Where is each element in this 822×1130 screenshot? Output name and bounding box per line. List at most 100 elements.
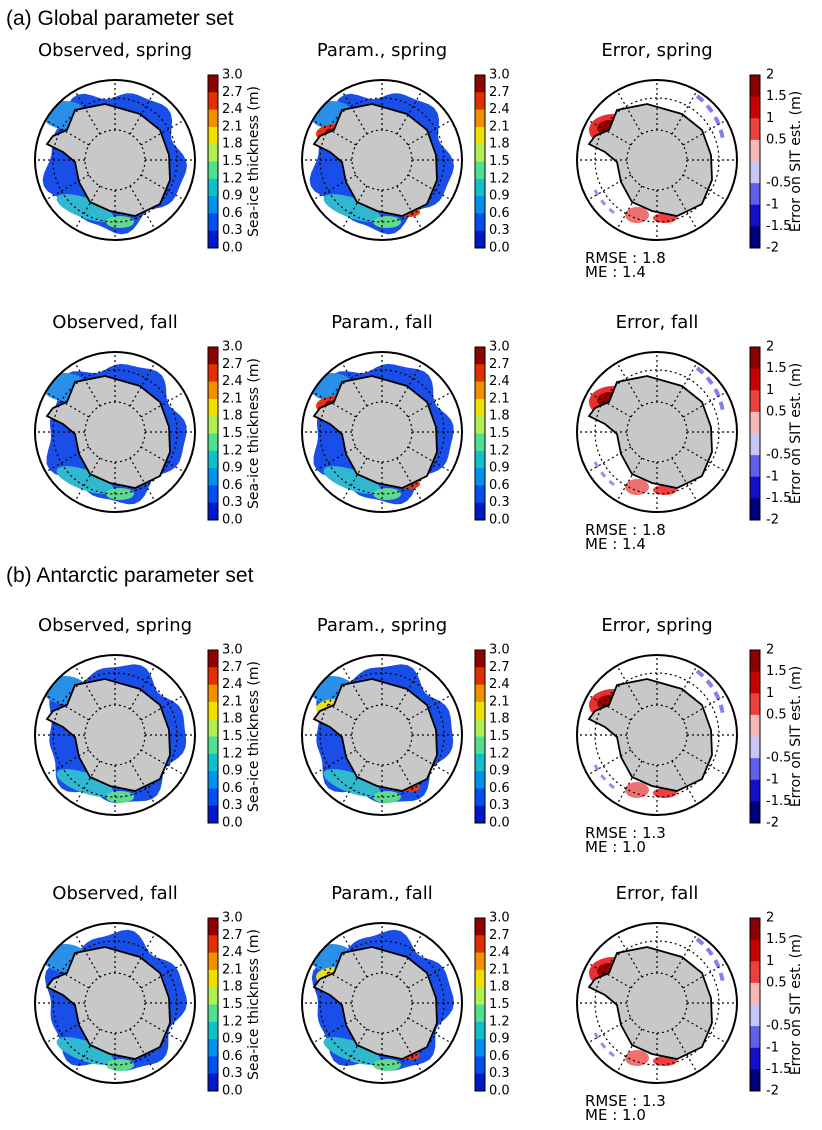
- colorbar-tick-label: 2.7: [222, 928, 243, 943]
- colorbar-segment: [750, 226, 760, 249]
- longitude-line: [45, 962, 90, 989]
- colorbar-segment: [475, 684, 485, 703]
- colorbar-tick-label: 1.2: [222, 746, 243, 761]
- colorbar-segment: [208, 918, 218, 936]
- longitude-line: [671, 90, 698, 135]
- colorbar-tick-label: 0.3: [489, 223, 510, 238]
- longitude-line: [312, 119, 357, 146]
- colorbar-tick-label: 0.9: [222, 189, 243, 204]
- colorbar-segment: [475, 161, 485, 180]
- continent: [45, 103, 171, 217]
- colorbar-tick-label: 2.7: [489, 660, 510, 675]
- longitude-line: [407, 391, 452, 418]
- longitude-line: [616, 665, 643, 710]
- longitude-line: [407, 694, 452, 721]
- continent: [312, 946, 438, 1060]
- colorbar-tick-label: 0.9: [489, 189, 510, 204]
- colorbar-tick-label: 1.2: [489, 171, 510, 186]
- longitude-line: [587, 749, 632, 776]
- polar-map: [301, 351, 463, 513]
- continent: [312, 678, 438, 792]
- colorbar-tick-label: -0.5: [766, 1019, 791, 1034]
- polar-map: [576, 79, 738, 241]
- colorbar-tick-label: 2: [766, 340, 774, 355]
- longitude-line: [129, 1028, 156, 1073]
- longitude-line: [45, 119, 90, 146]
- colorbar-tick-label: 2: [766, 911, 774, 926]
- colorbar-segment: [750, 671, 760, 694]
- panel-title: Error, fall: [616, 883, 699, 904]
- map-content: [42, 93, 187, 235]
- colorbar-tick-label: 3.0: [222, 643, 243, 658]
- colorbar-segment: [475, 918, 485, 936]
- map-frame: [34, 351, 196, 513]
- colorbar-segment: [475, 969, 485, 988]
- panel-title: Param., fall: [331, 312, 433, 333]
- colorbar-tick-label: 0.3: [222, 1066, 243, 1081]
- colorbar-tick-label: 2.4: [222, 102, 243, 117]
- colorbar-segment: [208, 719, 218, 737]
- colorbar-tick-label: 0.5: [766, 975, 787, 990]
- continent: [587, 375, 713, 489]
- colorbar-tick-label: 1: [766, 111, 774, 126]
- longitude-line: [682, 391, 727, 418]
- colorbar-tick-label: 1.8: [222, 712, 243, 727]
- colorbar-tick-label: 0.5: [766, 404, 787, 419]
- longitude-line: [74, 665, 101, 710]
- longitude-line: [682, 174, 727, 201]
- longitude-line: [616, 457, 643, 502]
- colorbar-segment: [750, 1047, 760, 1070]
- longitude-line: [616, 1028, 643, 1073]
- longitude-line: [129, 760, 156, 805]
- colorbar: 2 1.5 1 0.5 -0.5 -1 -1.5 -2 Error on SIT est. (m…: [749, 911, 804, 1099]
- colorbar-tick-label: 2.1: [489, 119, 510, 134]
- error-patch: [625, 479, 649, 495]
- longitude-line: [140, 749, 185, 776]
- longitude-line: [671, 362, 698, 407]
- colorbar-segment: [475, 753, 485, 772]
- colorbar-tick-label: 1.5: [222, 154, 243, 169]
- colorbar-tick-label: 0.5: [766, 132, 787, 147]
- continent: [587, 946, 713, 1060]
- colorbar-tick-label: 0.0: [222, 816, 243, 831]
- longitude-line: [129, 457, 156, 502]
- polar-map: [34, 351, 196, 513]
- colorbar-segment: [750, 982, 760, 1005]
- colorbar-tick-label: 2.7: [489, 357, 510, 372]
- longitude-line: [587, 1017, 632, 1044]
- colorbar-tick-label: 1.5: [766, 89, 787, 104]
- colorbar-tick-label: 0.6: [222, 478, 243, 493]
- colorbar-segment: [750, 650, 760, 673]
- colorbar-tick-label: 2.4: [489, 102, 510, 117]
- colorbar-tick-label: 0.0: [222, 241, 243, 256]
- error-patch: [593, 764, 618, 792]
- longitude-line: [140, 446, 185, 473]
- colorbar-segment: [208, 213, 218, 232]
- colorbar-label: Error on SIT est. (m): [788, 934, 804, 1075]
- colorbar-tick-label: 0.6: [222, 206, 243, 221]
- longitude-line: [587, 446, 632, 473]
- error-patch: [593, 1032, 618, 1060]
- colorbar-tick-label: 3.0: [489, 911, 510, 926]
- colorbar-segment: [208, 126, 218, 145]
- continent: [587, 103, 713, 217]
- colorbar: 3.0 2.7 2.4 2.1 1.8 1.5 1.2 0.9 0.6 0.3 0.0Sea-ice…: [207, 68, 262, 256]
- panel-title: Error, spring: [601, 40, 712, 61]
- longitude-line: [671, 457, 698, 502]
- polar-map: [301, 79, 463, 241]
- colorbar-segment: [475, 1073, 485, 1092]
- colorbar-label: Sea-ice thickness (m): [246, 929, 262, 1080]
- me-text: ME : 1.0: [585, 1106, 646, 1124]
- colorbar-tick-label: 1.2: [489, 443, 510, 458]
- colorbar-segment: [750, 801, 760, 824]
- colorbar-tick-label: -1.5: [766, 491, 791, 506]
- colorbar-segment: [208, 753, 218, 772]
- colorbar-segment: [475, 381, 485, 400]
- longitude-line: [140, 391, 185, 418]
- colorbar-segment: [750, 476, 760, 499]
- colorbar-tick-label: 0.6: [489, 206, 510, 221]
- longitude-line: [341, 457, 368, 502]
- colorbar-tick-label: 2.7: [222, 85, 243, 100]
- colorbar-tick-label: -2: [766, 513, 779, 528]
- longitude-line: [129, 665, 156, 710]
